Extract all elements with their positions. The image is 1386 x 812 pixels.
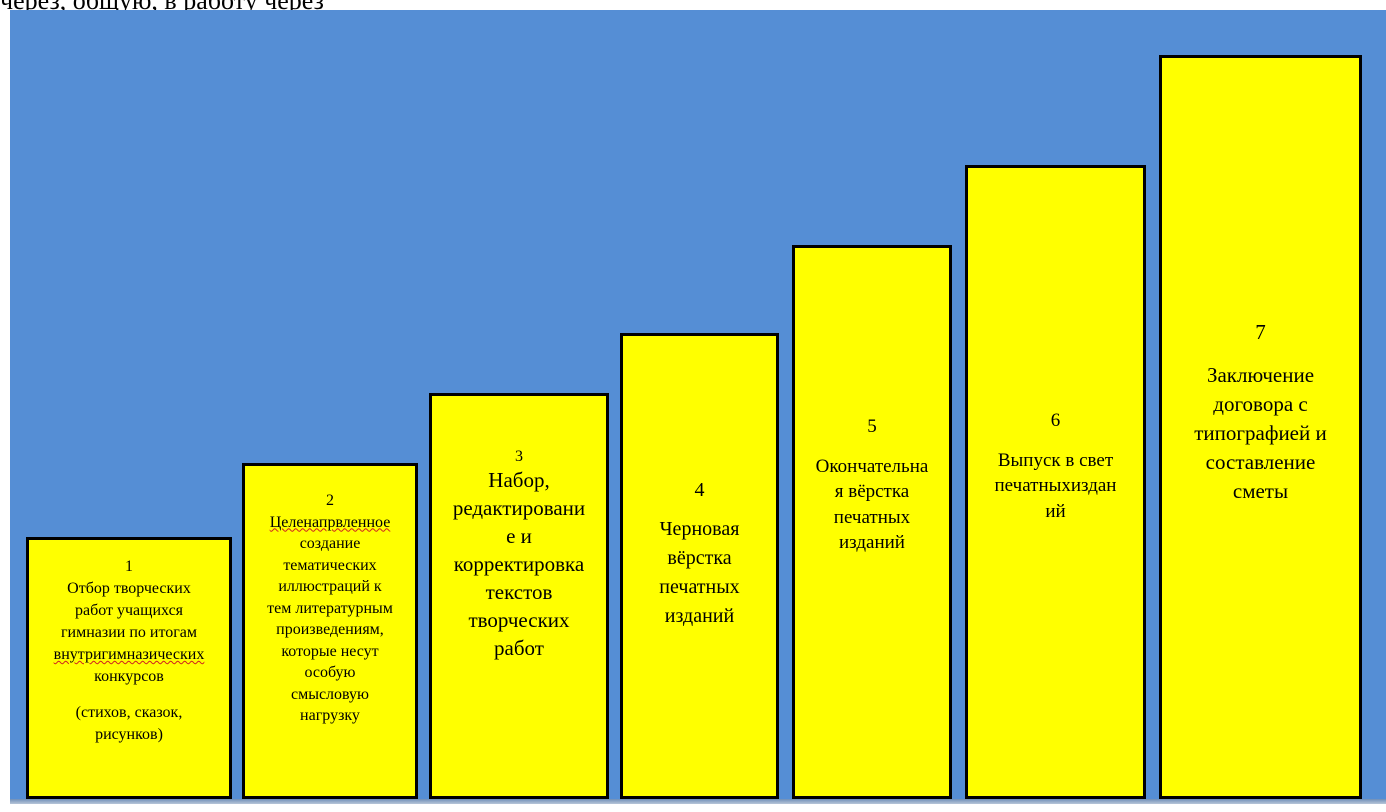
step-4-box: 4 Черновая вёрстка печатных изданий [620,333,779,799]
step-number: 7 [1255,320,1266,344]
step-text-after: конкурсов [94,668,164,685]
step-text: Выпуск в свет печатныхиздан ий [994,449,1117,522]
step-5-box: 5 Окончательна я вёрстка печатных издани… [792,245,952,799]
step-6-box: 6 Выпуск в свет печатныхиздан ий [965,165,1146,799]
step-text: Черновая вёрстка печатных изданий [659,518,740,627]
step-number: 3 [515,448,523,465]
step-2-box: 2 Целенапрвленное создание тематических … [242,463,418,799]
step-text: Заключение договора с типографией и сост… [1194,363,1327,503]
step-number: 4 [694,479,705,501]
step-number: 2 [326,492,334,509]
step-text-underlined: Целенапрвленное [269,513,391,531]
step-number: 1 [125,558,133,575]
step-text-underlined: внутригимназических [53,646,205,663]
step-text: Окончательна я вёрстка печатных изданий [815,455,929,554]
step-7-box: 7 Заключение договора с типографией и со… [1159,55,1362,799]
step-text: Отбор творческих работ учащихся гимназии… [60,580,198,641]
step-number: 5 [867,416,877,437]
step-number: 6 [1050,410,1061,431]
step-subtext: (стихов, сказок, рисунков) [75,704,183,743]
step-3-box: 3 Набор, редактировани е и корректировка… [429,393,609,799]
baseline-divider [10,799,1386,804]
step-text: создание тематических иллюстраций к тем … [267,535,393,724]
step-1-box: 1 Отбор творческих работ учащихся гимназ… [26,537,232,799]
step-text: Набор, редактировани е и корректировка т… [452,468,586,660]
